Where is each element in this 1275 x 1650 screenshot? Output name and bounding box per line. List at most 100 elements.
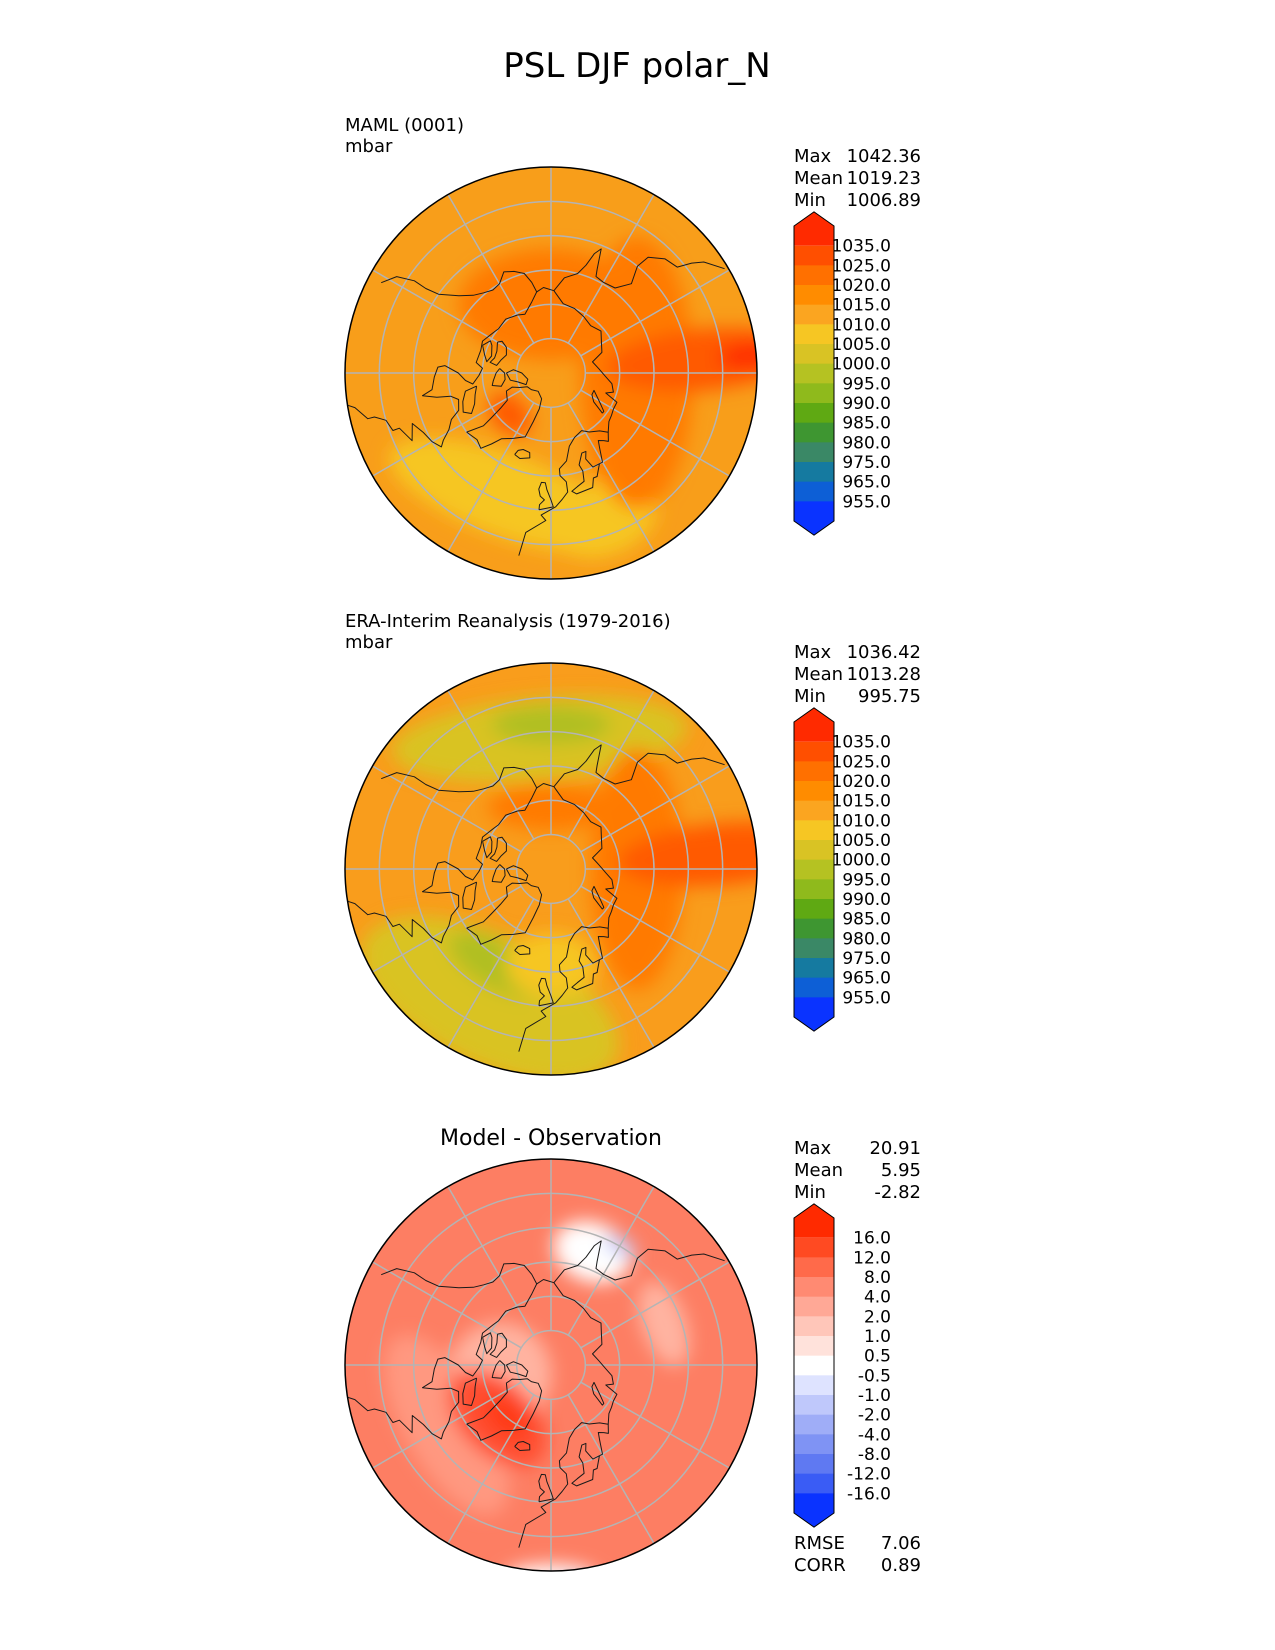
longitude-line bbox=[447, 402, 535, 552]
colorbar-bin bbox=[794, 265, 834, 286]
coastline bbox=[347, 291, 538, 448]
panel-units: mbar bbox=[345, 136, 393, 157]
polar-map bbox=[344, 166, 758, 580]
coastline bbox=[381, 270, 538, 297]
map-boundary bbox=[344, 1158, 758, 1572]
colorbar-bin bbox=[794, 1277, 834, 1298]
colorbar-tick-label: 995.0 bbox=[842, 870, 891, 890]
colorbar-tick-label: -0.5 bbox=[858, 1366, 891, 1386]
coastline bbox=[514, 449, 531, 459]
colorbar-tick-label: 1010.0 bbox=[832, 811, 891, 831]
field-region bbox=[717, 343, 757, 369]
colorbar-tick-label: 1005.0 bbox=[832, 335, 891, 355]
stat-label: Min bbox=[794, 686, 826, 707]
colorbar-bin bbox=[794, 1336, 834, 1357]
coastline bbox=[505, 369, 529, 386]
longitude-line bbox=[580, 389, 730, 477]
colorbar-bin bbox=[794, 344, 834, 365]
colorbar-bin bbox=[794, 442, 834, 463]
stat-label: Min bbox=[794, 1182, 826, 1203]
metric-label: CORR bbox=[794, 1555, 846, 1576]
coastline bbox=[514, 1441, 531, 1451]
coastline bbox=[538, 1473, 554, 1503]
colorbar-bin bbox=[794, 1296, 834, 1317]
stat-value: 995.75 bbox=[858, 686, 921, 707]
coastline bbox=[466, 386, 543, 449]
longitude-line bbox=[580, 269, 730, 357]
stat-label: Mean bbox=[794, 664, 843, 685]
coastline bbox=[466, 1378, 543, 1441]
coastline bbox=[482, 340, 493, 363]
colorbar-tick-label: 965.0 bbox=[842, 969, 891, 989]
colorbar-tick-label: 1035.0 bbox=[832, 733, 891, 753]
colorbar-extend-max bbox=[794, 1203, 834, 1238]
longitude-line bbox=[567, 194, 655, 344]
colorbar-tick-label: -16.0 bbox=[847, 1484, 891, 1504]
colorbar-bin bbox=[794, 1454, 834, 1475]
coastline bbox=[536, 783, 618, 929]
coastline bbox=[489, 1332, 507, 1358]
colorbar-extend-min bbox=[794, 997, 834, 1032]
colorbar-tick-label: 990.0 bbox=[842, 890, 891, 910]
colorbar-tick-label: 1035.0 bbox=[832, 237, 891, 257]
colorbar-bin bbox=[794, 1375, 834, 1396]
coastline bbox=[491, 1360, 506, 1379]
longitude-line bbox=[567, 1394, 655, 1544]
coastline bbox=[591, 885, 605, 910]
colorbar-extend-max bbox=[794, 211, 834, 246]
colorbar-tick-label: 980.0 bbox=[842, 433, 891, 453]
colorbar-tick-label: 995.0 bbox=[842, 374, 891, 394]
map-boundary bbox=[344, 166, 758, 580]
colorbar-tick-label: 955.0 bbox=[842, 492, 891, 512]
colorbar-tick-label: 1020.0 bbox=[832, 772, 891, 792]
coastline bbox=[491, 368, 506, 387]
colorbar-tick-label: 1.0 bbox=[864, 1327, 891, 1347]
colorbar-tick-label: -1.0 bbox=[858, 1386, 891, 1406]
stat-value: 20.91 bbox=[869, 1138, 921, 1159]
coastline bbox=[505, 865, 529, 882]
colorbar-tick-label: 1015.0 bbox=[832, 296, 891, 316]
coastline bbox=[518, 430, 609, 556]
colorbar-bin bbox=[794, 481, 834, 502]
coastline bbox=[489, 340, 507, 366]
colorbar-tick-label: -8.0 bbox=[858, 1445, 891, 1465]
colorbar-tick-label: 2.0 bbox=[864, 1307, 891, 1327]
colorbar-outline bbox=[793, 1203, 835, 1528]
colorbar-bin bbox=[794, 363, 834, 384]
coastline bbox=[381, 1262, 538, 1289]
stat-value: 1019.23 bbox=[847, 168, 921, 189]
coastline bbox=[538, 977, 554, 1007]
colorbar-bin bbox=[794, 422, 834, 443]
stat-label: Mean bbox=[794, 168, 843, 189]
panel-observation: ERA-Interim Reanalysis (1979-2016) mbar … bbox=[344, 611, 921, 1076]
colorbar-bin bbox=[794, 918, 834, 939]
colorbar-tick-label: 1000.0 bbox=[832, 355, 891, 375]
polar-map bbox=[344, 1158, 758, 1572]
coastline bbox=[482, 1332, 493, 1355]
coastline bbox=[536, 287, 618, 433]
metric-value: 7.06 bbox=[881, 1533, 921, 1554]
stat-label: Max bbox=[794, 146, 832, 167]
map-boundary bbox=[344, 662, 758, 1076]
longitude-line bbox=[447, 690, 535, 840]
colorbar: 16.012.08.04.02.01.00.5-0.5-1.0-2.0-4.0-… bbox=[793, 1203, 891, 1528]
longitude-line bbox=[567, 898, 655, 1048]
coastline bbox=[462, 1377, 478, 1406]
metrics-block: RMSE 7.06 CORR 0.89 bbox=[794, 1533, 921, 1576]
panel-title: ERA-Interim Reanalysis (1979-2016) bbox=[345, 611, 671, 632]
colorbar-bin bbox=[794, 958, 834, 979]
colorbar-tick-label: 1005.0 bbox=[832, 831, 891, 851]
colorbar-tick-label: 975.0 bbox=[842, 949, 891, 969]
coastline bbox=[591, 1381, 605, 1406]
coastline bbox=[591, 389, 605, 414]
colorbar-bin bbox=[794, 1434, 834, 1455]
coastline bbox=[462, 881, 478, 910]
colorbar-bin bbox=[794, 879, 834, 900]
coastline bbox=[518, 1422, 609, 1548]
colorbar-bin bbox=[794, 304, 834, 325]
panel-difference: Model - Observation Max 20.91 Mean 5.95 Min -… bbox=[344, 1126, 921, 1576]
longitude-line bbox=[372, 765, 522, 853]
